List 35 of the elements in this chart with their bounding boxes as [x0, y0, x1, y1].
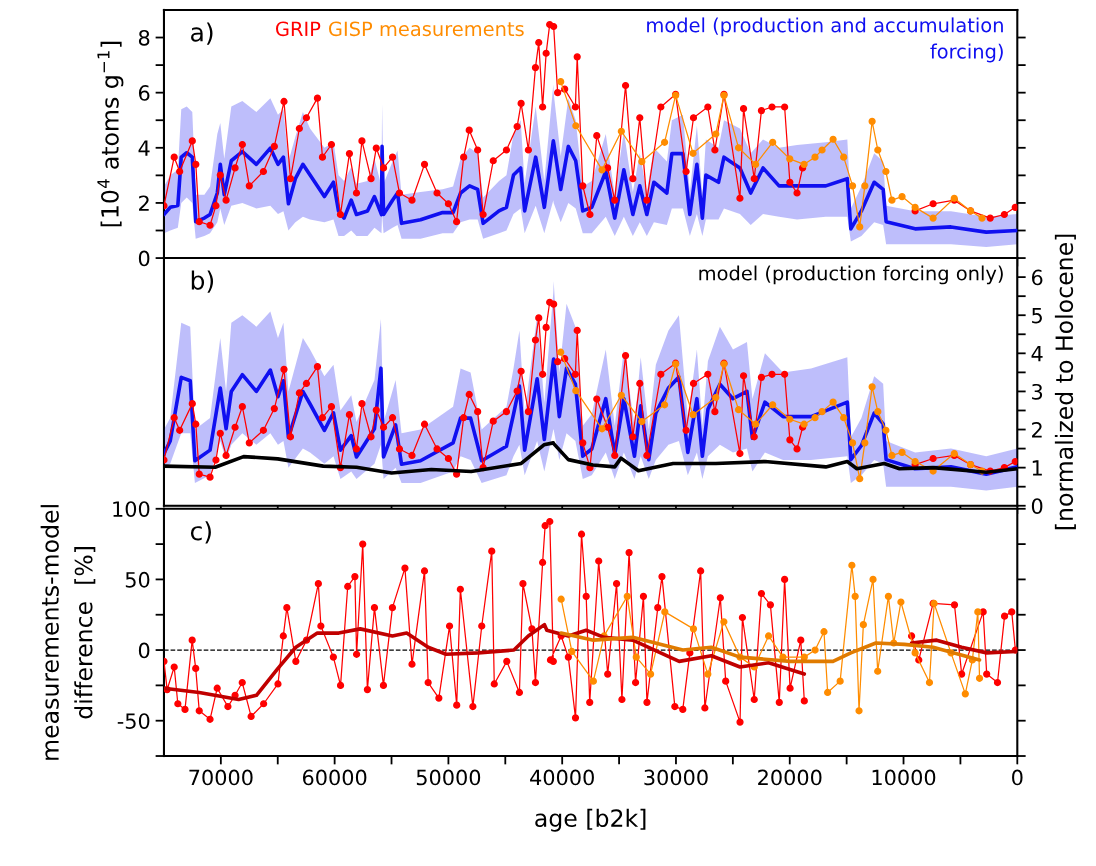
y-tick-label: 100 — [113, 501, 150, 517]
x-tick-label: 50000 — [416, 769, 481, 786]
y2-tick-label: 0 — [1031, 498, 1043, 514]
text: model (production and accumulation forcing) — [647, 17, 1003, 63]
annotation: a) — [191, 22, 213, 45]
y-tick-label: 6 — [138, 85, 150, 101]
y2-tick-label: 1 — [1032, 460, 1042, 476]
x-axis-title: age [b2k] — [535, 808, 646, 832]
y-tick-label: 0 — [138, 250, 150, 267]
y-tick-label: 2 — [139, 195, 149, 211]
x-tick-label: 30000 — [644, 769, 708, 786]
y-tick-label: 4 — [138, 140, 150, 156]
y2-tick-label: 2 — [1032, 421, 1042, 438]
text: model (production forcing only) — [699, 265, 1003, 285]
y-tick-label: 50 — [125, 571, 150, 588]
y2-tick-label: 3 — [1032, 383, 1043, 400]
x-tick-label: 0 — [1012, 769, 1023, 786]
y2-axis-title: [normalized to Holocene] — [1054, 234, 1076, 530]
annotation: b) — [191, 270, 214, 293]
x-tick-label: 70000 — [189, 769, 253, 786]
y-tick-label: 0 — [138, 642, 150, 659]
y-axis-title: [10$^{4}$ atoms g$^{−1}$] — [97, 41, 124, 227]
text: GISP measurements — [328, 21, 524, 37]
x-tick-label: 20000 — [758, 769, 822, 786]
x-tick-label: 10000 — [872, 769, 936, 786]
text: GRIP — [275, 21, 321, 37]
y2-tick-label: 4 — [1031, 346, 1043, 362]
y2-tick-label: 5 — [1032, 307, 1042, 324]
y2-tick-label: 6 — [1031, 269, 1043, 286]
x-tick-label: 60000 — [302, 769, 367, 786]
annotation: c) — [190, 521, 211, 544]
y-axis-title: measurements-model difference [%] — [40, 505, 96, 760]
y-tick-label: 8 — [138, 29, 150, 46]
x-tick-label: 40000 — [530, 769, 594, 786]
y-tick-label: -50 — [117, 713, 150, 729]
